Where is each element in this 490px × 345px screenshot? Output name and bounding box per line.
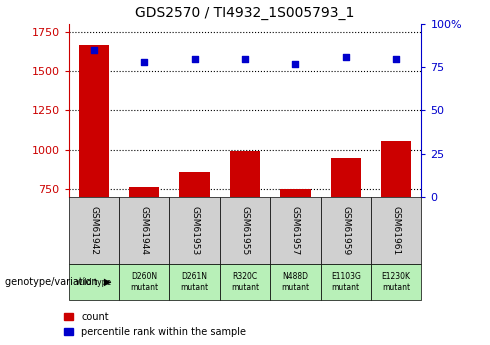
Point — [292, 61, 299, 67]
Bar — [280, 189, 311, 306]
Point — [392, 56, 400, 61]
Text: wild type: wild type — [76, 277, 111, 287]
Point — [140, 59, 148, 65]
Text: GSM61961: GSM61961 — [392, 206, 401, 255]
Point — [342, 54, 350, 60]
Bar — [79, 45, 109, 306]
Legend: count, percentile rank within the sample: count, percentile rank within the sample — [64, 312, 246, 337]
Text: GSM61955: GSM61955 — [241, 206, 249, 255]
Text: GSM61959: GSM61959 — [342, 206, 350, 255]
Point — [241, 56, 249, 61]
Text: D261N
mutant: D261N mutant — [180, 272, 209, 292]
Text: GSM61944: GSM61944 — [140, 206, 148, 255]
Text: R320C
mutant: R320C mutant — [231, 272, 259, 292]
Text: E1230K
mutant: E1230K mutant — [382, 272, 411, 292]
Bar — [381, 141, 411, 306]
Text: GSM61957: GSM61957 — [291, 206, 300, 255]
Bar — [331, 158, 361, 306]
Text: GSM61953: GSM61953 — [190, 206, 199, 255]
Point — [90, 47, 98, 53]
Bar — [179, 172, 210, 306]
Text: N488D
mutant: N488D mutant — [281, 272, 310, 292]
Title: GDS2570 / TI4932_1S005793_1: GDS2570 / TI4932_1S005793_1 — [135, 6, 355, 20]
Text: D260N
mutant: D260N mutant — [130, 272, 158, 292]
Text: genotype/variation  ▶: genotype/variation ▶ — [5, 277, 111, 287]
Text: E1103G
mutant: E1103G mutant — [331, 272, 361, 292]
Point — [191, 56, 198, 61]
Bar — [129, 187, 159, 306]
Text: GSM61942: GSM61942 — [89, 206, 98, 255]
Bar — [230, 151, 260, 306]
